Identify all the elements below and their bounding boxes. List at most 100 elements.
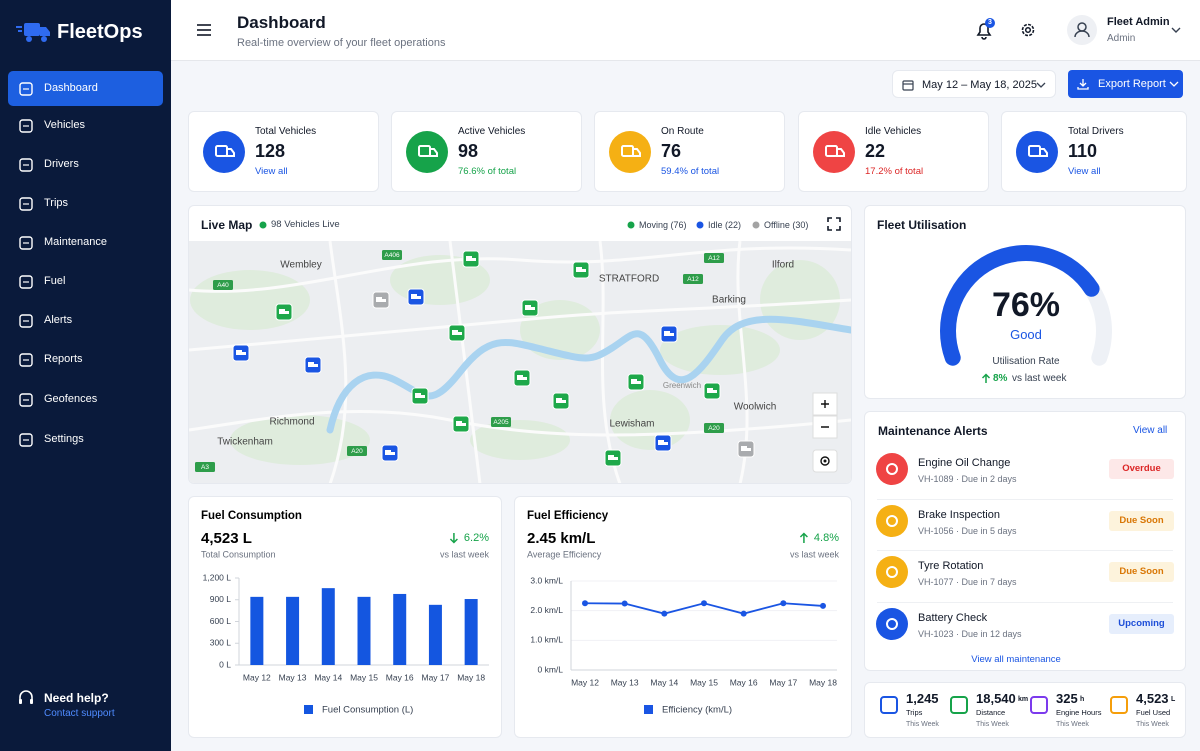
live-dot bbox=[259, 221, 267, 229]
vehicle-glyph bbox=[664, 442, 668, 445]
bar bbox=[393, 593, 407, 665]
summary-icon bbox=[950, 696, 968, 714]
map[interactable]: Wembley STRATFORD Ilford Barking Richmond Twi… bbox=[189, 241, 852, 484]
nav-icon-shape bbox=[19, 197, 33, 211]
summary-period: This Week bbox=[1136, 721, 1169, 728]
alert-icon-glyph bbox=[886, 463, 898, 475]
alert-icon-bg bbox=[876, 556, 908, 588]
road-label: A12 bbox=[708, 255, 720, 262]
alert-icon bbox=[876, 607, 908, 640]
bar bbox=[464, 599, 478, 665]
chart-total: 4,523 L bbox=[201, 530, 252, 547]
vehicle-glyph bbox=[614, 457, 618, 460]
live-map-card: Live Map 98 Vehicles Live Moving (76) Idl… bbox=[188, 205, 852, 484]
road bbox=[448, 241, 482, 483]
maintenance-title: Maintenance Alerts bbox=[878, 424, 988, 438]
chart-total-label: Total Consumption bbox=[201, 549, 276, 559]
nav-item[interactable]: Trips bbox=[8, 186, 163, 221]
vehicle-glyph bbox=[582, 269, 586, 272]
kpi-icon-glyph bbox=[632, 148, 641, 157]
nav-label[interactable]: Geofences bbox=[44, 393, 98, 405]
nav-item[interactable]: Dashboard bbox=[8, 71, 163, 106]
utilisation-title: Fleet Utilisation bbox=[877, 218, 967, 232]
nav-item[interactable]: Settings bbox=[8, 422, 163, 457]
settings-button[interactable] bbox=[1019, 21, 1037, 39]
nav-icon bbox=[19, 236, 33, 250]
legend-dot bbox=[627, 221, 635, 229]
nav-item[interactable]: Fuel bbox=[8, 264, 163, 299]
summary-unit: L bbox=[1171, 696, 1176, 703]
maintenance-footer-link[interactable]: View all maintenance bbox=[971, 654, 1061, 665]
locate-glyph bbox=[823, 459, 827, 463]
nav-label[interactable]: Reports bbox=[44, 353, 83, 365]
vehicle-glyph bbox=[285, 311, 289, 314]
nav-icon bbox=[19, 314, 33, 328]
nav-icon bbox=[19, 158, 33, 172]
park bbox=[660, 325, 780, 375]
avatar[interactable] bbox=[1067, 15, 1097, 45]
place-label: STRATFORD bbox=[599, 274, 659, 285]
vehicle-glyph bbox=[458, 332, 462, 335]
x-tick-label: May 18 bbox=[809, 677, 837, 687]
nav-item[interactable]: Maintenance bbox=[8, 225, 163, 260]
kpi-icon bbox=[203, 131, 245, 173]
x-tick-label: May 14 bbox=[314, 672, 342, 682]
road-badge bbox=[491, 417, 511, 427]
nav-item[interactable]: Vehicles bbox=[8, 108, 163, 143]
fullscreen-button[interactable] bbox=[827, 217, 841, 231]
help-link[interactable]: Contact support bbox=[44, 708, 115, 719]
vehicle-glyph bbox=[421, 395, 425, 398]
help-title: Need help? bbox=[44, 691, 109, 705]
menu-button[interactable] bbox=[196, 23, 212, 37]
x-tick-label: May 15 bbox=[350, 672, 378, 682]
export-button[interactable]: Export Report bbox=[1068, 70, 1183, 98]
road bbox=[189, 246, 851, 293]
chart-change-note: vs last week bbox=[440, 549, 490, 559]
change-arrow bbox=[449, 533, 458, 544]
nav-label[interactable]: Settings bbox=[44, 433, 84, 445]
kpi-icon-glyph bbox=[226, 148, 235, 157]
page-subtitle: Real-time overview of your fleet operati… bbox=[237, 37, 446, 49]
vehicle-glyph bbox=[525, 305, 531, 310]
nav-item[interactable]: Alerts bbox=[8, 303, 163, 338]
nav-label[interactable]: Vehicles bbox=[44, 119, 85, 131]
summary-icon bbox=[1030, 696, 1048, 714]
nav-item[interactable]: Geofences bbox=[8, 382, 163, 417]
kpi-note[interactable]: View all bbox=[1068, 166, 1101, 177]
user-menu-chevron[interactable] bbox=[1171, 26, 1181, 34]
nav-item[interactable]: Reports bbox=[8, 342, 163, 377]
status-label: Due Soon bbox=[1119, 566, 1164, 577]
summary-icon-shape bbox=[1110, 696, 1128, 714]
nav-label[interactable]: Maintenance bbox=[44, 236, 107, 248]
summary-unit: h bbox=[1080, 696, 1085, 703]
vehicle-glyph bbox=[466, 256, 472, 261]
nav-icon-shape bbox=[19, 433, 33, 447]
nav-label[interactable]: Drivers bbox=[44, 158, 79, 170]
kpi-card: Total Drivers 110 View all bbox=[1001, 111, 1187, 192]
point bbox=[701, 600, 707, 607]
topbar: Dashboard Real-time overview of your fle… bbox=[171, 0, 1200, 61]
vehicle-glyph bbox=[382, 299, 386, 302]
road-label: A20 bbox=[351, 448, 363, 455]
park bbox=[190, 270, 310, 330]
nav-icon-shape bbox=[19, 393, 33, 407]
maintenance-view-all[interactable]: View all bbox=[1133, 425, 1168, 436]
alert-icon-bg bbox=[876, 607, 908, 640]
point bbox=[661, 610, 668, 617]
nav-item[interactable]: Drivers bbox=[8, 147, 163, 182]
vehicle-glyph bbox=[576, 267, 582, 272]
nav-label[interactable]: Fuel bbox=[44, 275, 66, 287]
date-picker[interactable]: May 12 – May 18, 2025 bbox=[892, 70, 1056, 98]
kpi-note[interactable]: View all bbox=[255, 166, 288, 177]
fuel-consumption-chart: Fuel Consumption 4,523 L Total Consumption… bbox=[201, 510, 490, 715]
vehicle-glyph bbox=[417, 296, 421, 299]
alert-icon-glyph bbox=[886, 566, 898, 578]
status-badge: Due Soon bbox=[1109, 562, 1174, 582]
nav-label[interactable]: Trips bbox=[44, 197, 69, 209]
summary-label: Trips bbox=[906, 708, 923, 717]
notifications-button[interactable] bbox=[974, 18, 998, 42]
nav-label[interactable]: Alerts bbox=[44, 314, 73, 326]
vehicle-glyph bbox=[713, 390, 717, 393]
nav-label[interactable]: Dashboard bbox=[44, 82, 98, 94]
help-icon bbox=[19, 690, 33, 704]
